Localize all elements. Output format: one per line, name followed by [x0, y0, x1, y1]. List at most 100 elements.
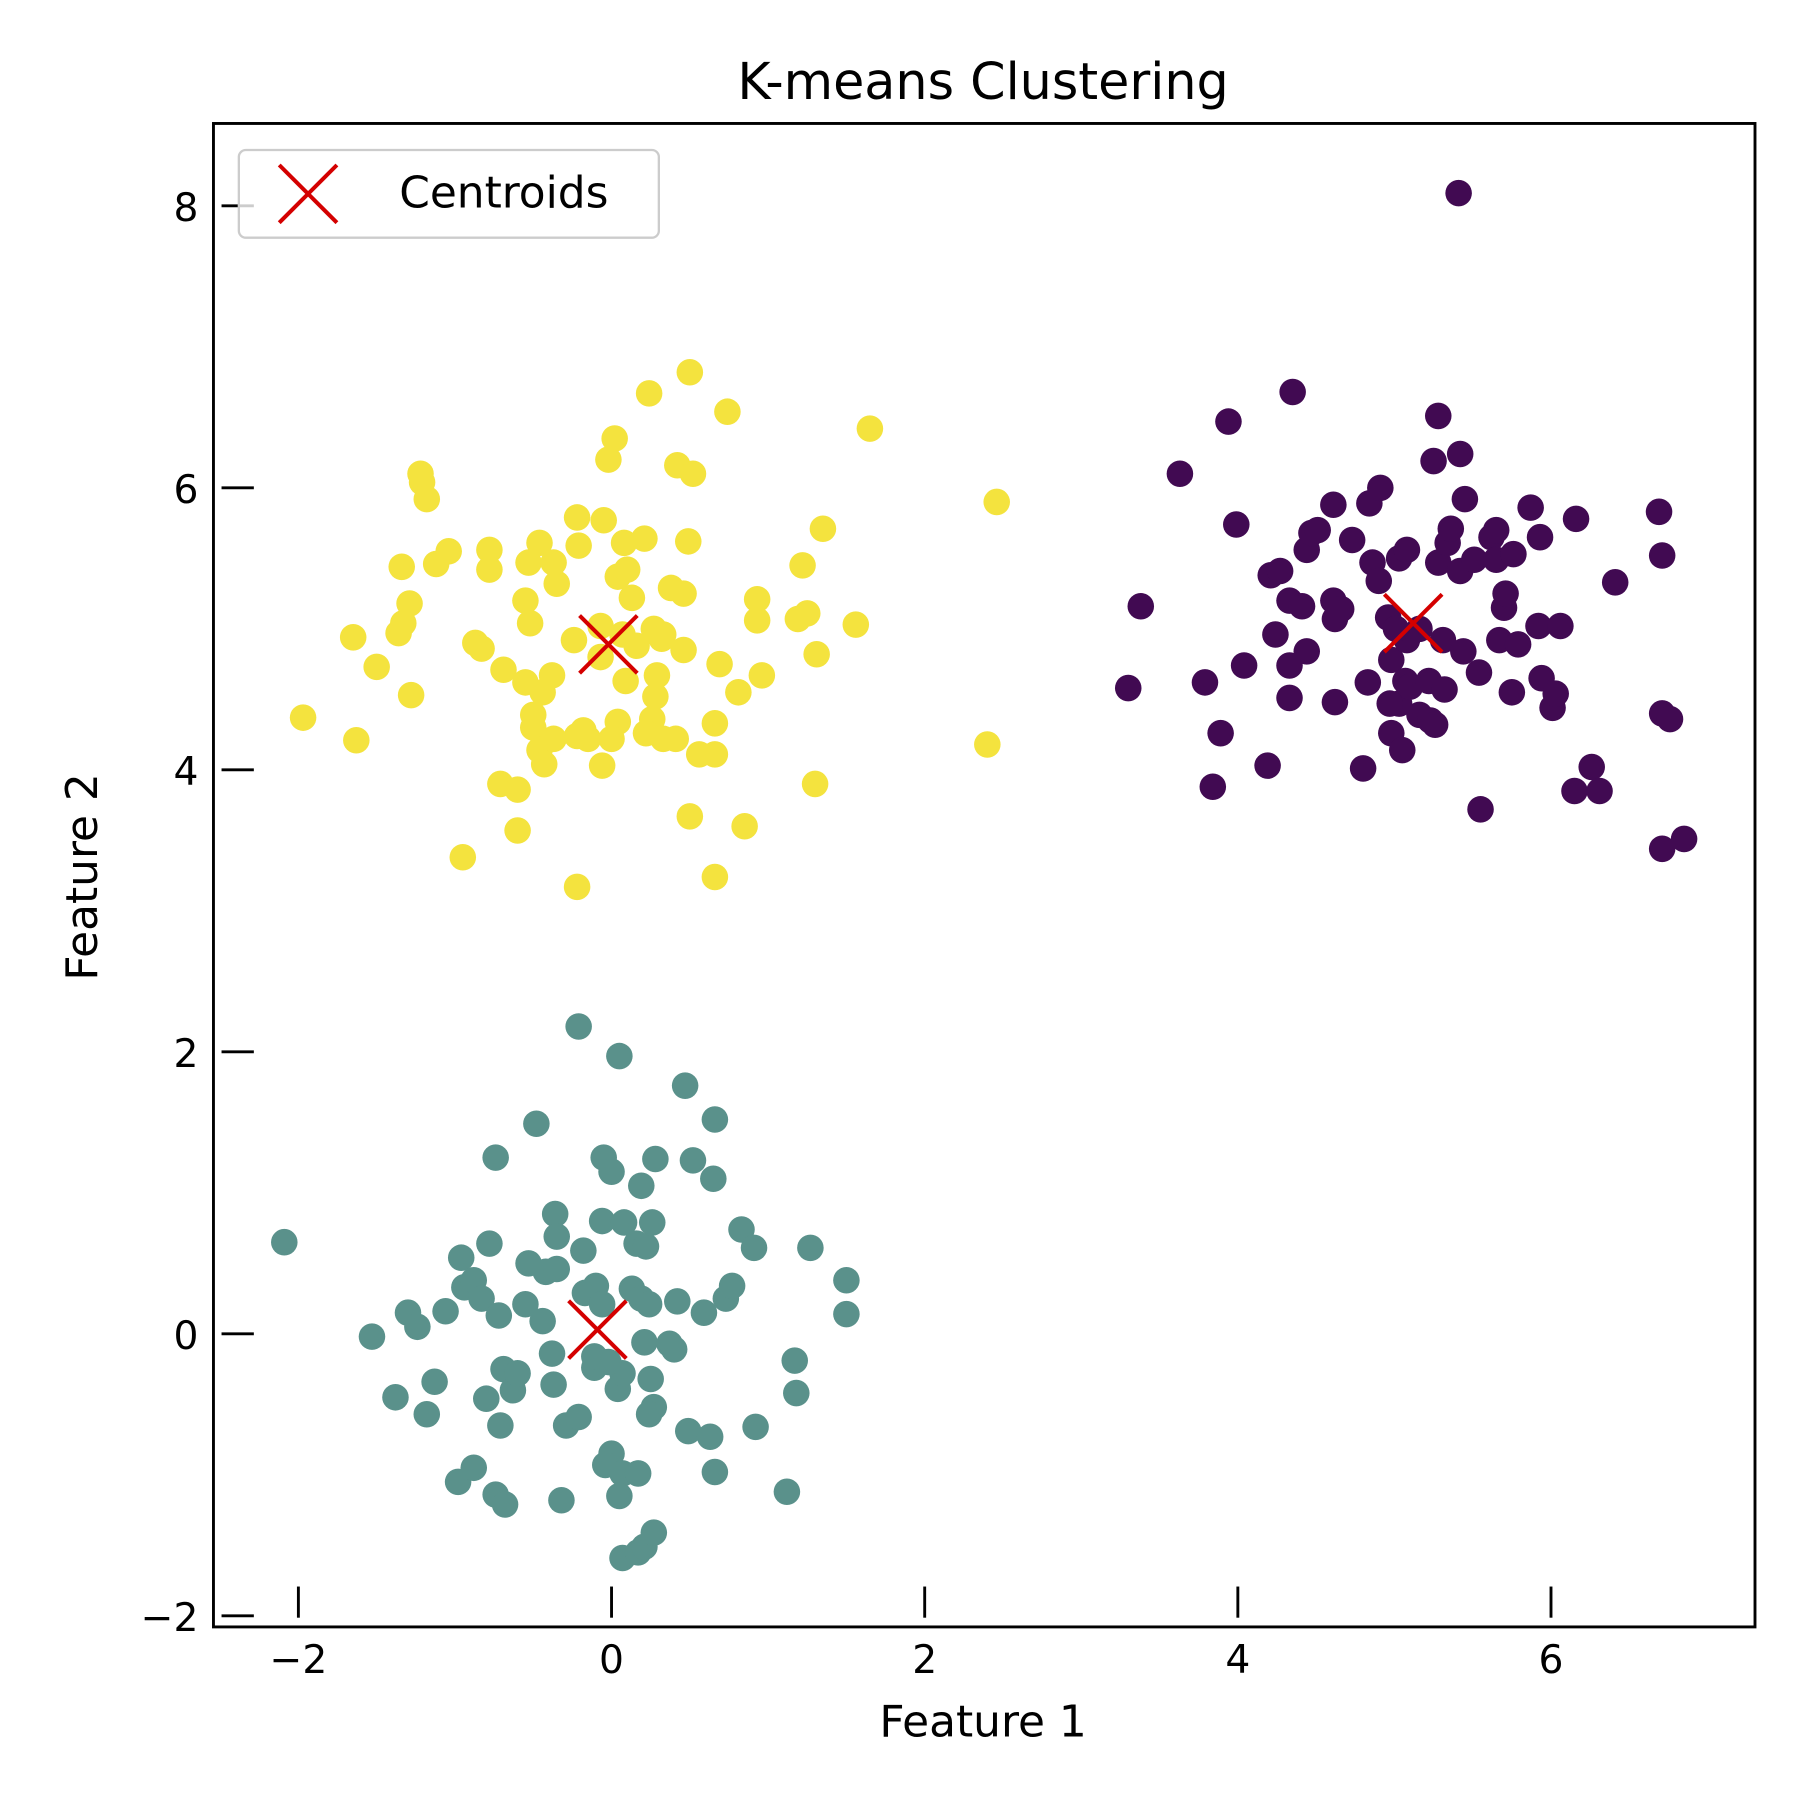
cluster-1-point [543, 1223, 571, 1250]
y-tick-label: 6 [174, 468, 199, 513]
cluster-2-point [435, 538, 462, 565]
cluster-2-point [526, 529, 553, 557]
y-tick-label: −2 [141, 1596, 199, 1641]
cluster-1-point [660, 1336, 688, 1363]
chart-title: K-means Clustering [737, 52, 1228, 111]
cluster-2-point [612, 667, 639, 695]
cluster-0-point [1431, 676, 1458, 703]
cluster-1-point [624, 1460, 652, 1487]
cluster-1-point [491, 1491, 519, 1518]
cluster-1-point [635, 1290, 663, 1318]
y-tick-label: 0 [174, 1314, 199, 1359]
cluster-0-point [1279, 378, 1306, 406]
cluster-1-point [701, 1458, 729, 1486]
cluster-1-point [548, 1486, 575, 1514]
cluster-0-point [1601, 569, 1629, 596]
plot-frame [212, 122, 1757, 1629]
cluster-0-point [1670, 825, 1698, 853]
cluster-0-point [1230, 652, 1258, 679]
cluster-0-point [1293, 638, 1321, 665]
cluster-2-point [516, 609, 544, 637]
cluster-1-point [421, 1368, 448, 1396]
cluster-1-point [664, 1288, 691, 1315]
cluster-1-point [718, 1272, 746, 1300]
cluster-2-point [512, 669, 539, 696]
cluster-1-point [570, 1237, 597, 1264]
cluster-0-point [1254, 752, 1281, 779]
cluster-2-point [974, 731, 1001, 758]
cluster-1-point [740, 1234, 768, 1262]
cluster-2-point [731, 812, 758, 840]
cluster-0-point [1461, 546, 1488, 574]
cluster-0-point [1656, 705, 1684, 733]
cluster-2-point [449, 843, 477, 871]
y-axis-ticks: −2 0 2 4 6 8 [141, 186, 254, 1641]
cluster-2-point [701, 863, 729, 891]
cluster-0-point [1526, 523, 1554, 551]
cluster-0-point [1349, 755, 1377, 782]
cluster-0-point [1648, 835, 1676, 863]
cluster-2-point [789, 552, 816, 579]
cluster-2-point [803, 640, 830, 668]
cluster-0-point [1525, 612, 1552, 640]
cluster-0-point [1500, 540, 1527, 568]
cluster-0-point [1266, 557, 1294, 585]
cluster-2-point [701, 741, 729, 768]
cluster-0-point [1578, 753, 1605, 781]
x-tick-label: −2 [269, 1638, 327, 1683]
cluster-1-point [468, 1285, 495, 1312]
cluster-0-point [1114, 674, 1142, 702]
cluster-2-point [512, 587, 539, 614]
cluster-1-point [674, 1417, 702, 1445]
cluster-0-point [1215, 408, 1242, 435]
cluster-1-point [679, 1147, 707, 1174]
cluster-1-point [565, 1013, 592, 1040]
cluster-2-point [631, 525, 658, 552]
cluster-0-point [1393, 536, 1421, 564]
cluster-1-point [671, 1072, 699, 1099]
cluster-1-point [476, 1230, 503, 1257]
cluster-2-point [388, 553, 415, 581]
cluster-0-point [1276, 684, 1303, 712]
cluster-0-point [1467, 796, 1494, 823]
cluster-0-point [1465, 659, 1493, 686]
cluster-1-point [271, 1228, 298, 1256]
cluster-2-point [706, 650, 733, 678]
centroid-x-marker [578, 614, 639, 675]
cluster-1-point [565, 1403, 592, 1431]
legend-x-marker-icon [277, 163, 339, 225]
cluster-2-point [588, 752, 616, 779]
cluster-2-point [540, 549, 567, 576]
cluster-2-point [490, 656, 517, 684]
cluster-0-point [1424, 402, 1452, 430]
cluster-1-point [358, 1323, 386, 1350]
cluster-0-point [1320, 491, 1347, 519]
cluster-1-point [701, 1106, 729, 1133]
cluster-2-point [538, 662, 566, 689]
cluster-1-point [447, 1244, 475, 1271]
cluster-1-point [797, 1234, 824, 1262]
cluster-2-point [701, 710, 729, 737]
cluster-1-point [382, 1384, 409, 1411]
data-points [271, 179, 1698, 1572]
cluster-2-point [676, 358, 704, 386]
cluster-0-point [1547, 612, 1574, 640]
cluster-0-point [1648, 542, 1676, 569]
cluster-2-point [476, 556, 503, 583]
x-tick-label: 2 [912, 1638, 937, 1683]
cluster-0-point [1304, 516, 1331, 544]
cluster-1-point [413, 1400, 441, 1428]
cluster-2-point [670, 580, 697, 607]
cluster-0-point [1492, 580, 1519, 607]
cluster-1-point [432, 1298, 459, 1325]
x-axis-ticks: −2 0 2 4 6 [269, 1586, 1563, 1683]
cluster-0-point [1482, 516, 1510, 544]
cluster-2-point [540, 725, 567, 753]
cluster-1-point [606, 1042, 633, 1070]
cluster-0-point [1542, 680, 1569, 707]
cluster-2-point [662, 725, 690, 753]
cluster-1-point [833, 1266, 860, 1294]
cluster-2-point [339, 624, 367, 651]
cluster-2-point [363, 653, 390, 681]
cluster-0-point [1445, 179, 1472, 207]
